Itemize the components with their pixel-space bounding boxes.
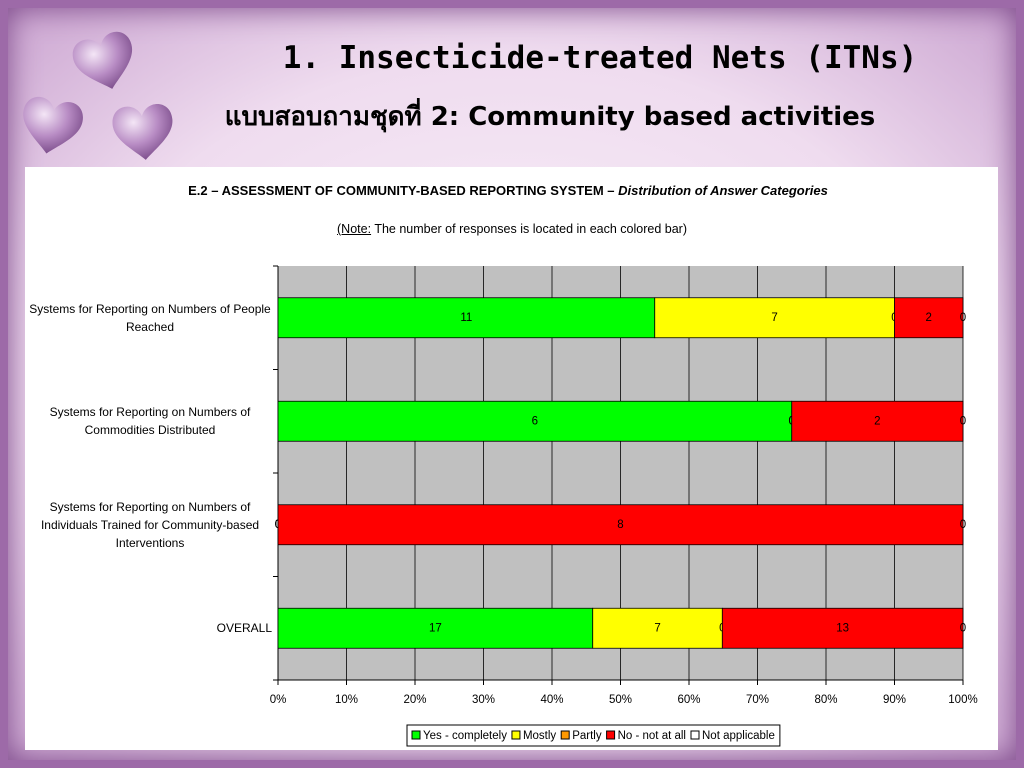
bar-segment [791, 400, 964, 442]
x-tick-label: 50% [609, 694, 632, 706]
chart-title-emphasis: Distribution of Answer Categories [618, 183, 828, 198]
data-label: 11 [460, 312, 472, 324]
x-tick-label: 70% [746, 694, 769, 706]
bar-segment [277, 607, 594, 649]
x-tick-label: 20% [403, 694, 426, 706]
heart [72, 31, 133, 89]
data-label: 0 [960, 312, 966, 324]
x-tick-label: 0% [270, 694, 287, 706]
data-label: 7 [771, 312, 777, 324]
chart-title-main: E.2 – ASSESSMENT OF COMMUNITY-BASED REPO… [188, 183, 615, 198]
data-label: 0 [960, 622, 966, 634]
legend-swatch [411, 730, 421, 740]
x-tick-label: 10% [335, 694, 358, 706]
slide-title: 1. Insecticide-treated Nets (ITNs) [282, 40, 918, 76]
category-label: Systems for Reporting on Numbers of Comm… [49, 405, 251, 438]
legend-swatch [606, 730, 616, 740]
bar-segment [592, 607, 723, 649]
data-label: 0 [960, 415, 966, 427]
x-tick-label: 40% [540, 694, 563, 706]
data-label: 13 [836, 622, 849, 634]
category-label: OVERALL [216, 621, 272, 636]
data-label: 7 [654, 622, 660, 634]
x-tick-label: 60% [677, 694, 700, 706]
x-tick-label: 30% [472, 694, 495, 706]
category-label: Systems for Reporting on Numbers of Peop… [29, 301, 271, 334]
bar-segment [654, 297, 895, 339]
heart [23, 96, 83, 154]
legend-swatch [690, 730, 700, 740]
note-label: (Note: [337, 222, 372, 236]
legend-label: No - not at all [618, 730, 686, 742]
note-text: The number of responses is located in ea… [374, 222, 687, 236]
category-label: Systems for Reporting on Numbers of Indi… [40, 499, 260, 550]
legend-label: Yes - completely [423, 730, 507, 742]
data-label: 2 [926, 312, 932, 324]
bar-segment [721, 607, 964, 649]
legend-label: Not applicable [702, 730, 775, 742]
data-label: 8 [617, 519, 623, 531]
data-label: 17 [429, 622, 442, 634]
data-label: 2 [874, 415, 880, 427]
data-label: 6 [532, 415, 538, 427]
x-tick-label: 80% [814, 694, 837, 706]
slide-subtitle: แบบสอบถามชุดที่ 2: Community based activ… [224, 102, 876, 132]
legend-label: Mostly [523, 730, 556, 742]
chart-title: E.2 – ASSESSMENT OF COMMUNITY-BASED REPO… [0, 180, 1016, 201]
legend-swatch [511, 730, 521, 740]
bar-segment [277, 504, 964, 546]
legend-swatch [560, 730, 570, 740]
bar-segment [894, 297, 964, 339]
data-label: 0 [960, 519, 966, 531]
legend [406, 724, 781, 747]
bar-segment [277, 400, 793, 442]
heart [112, 104, 173, 160]
x-tick-label: 90% [883, 694, 906, 706]
bar-segment [277, 297, 656, 339]
x-tick-label: 100% [948, 694, 977, 706]
chart-note: (Note: The number of responses is locate… [0, 222, 1024, 236]
legend-label: Partly [572, 730, 602, 742]
